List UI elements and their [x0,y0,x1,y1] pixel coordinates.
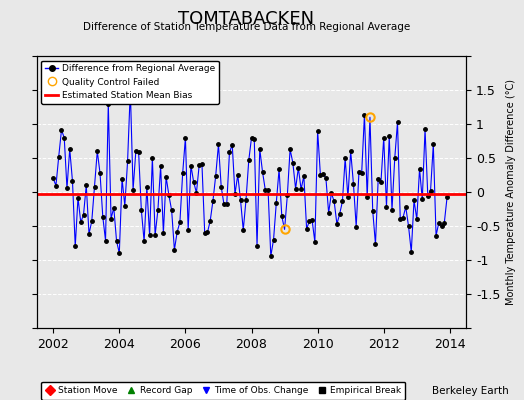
Legend: Station Move, Record Gap, Time of Obs. Change, Empirical Break: Station Move, Record Gap, Time of Obs. C… [41,382,406,400]
Text: Berkeley Earth: Berkeley Earth [432,386,508,396]
Y-axis label: Monthly Temperature Anomaly Difference (°C): Monthly Temperature Anomaly Difference (… [506,79,516,305]
Text: TOMTABACKEN: TOMTABACKEN [178,10,314,28]
Text: Difference of Station Temperature Data from Regional Average: Difference of Station Temperature Data f… [83,22,410,32]
